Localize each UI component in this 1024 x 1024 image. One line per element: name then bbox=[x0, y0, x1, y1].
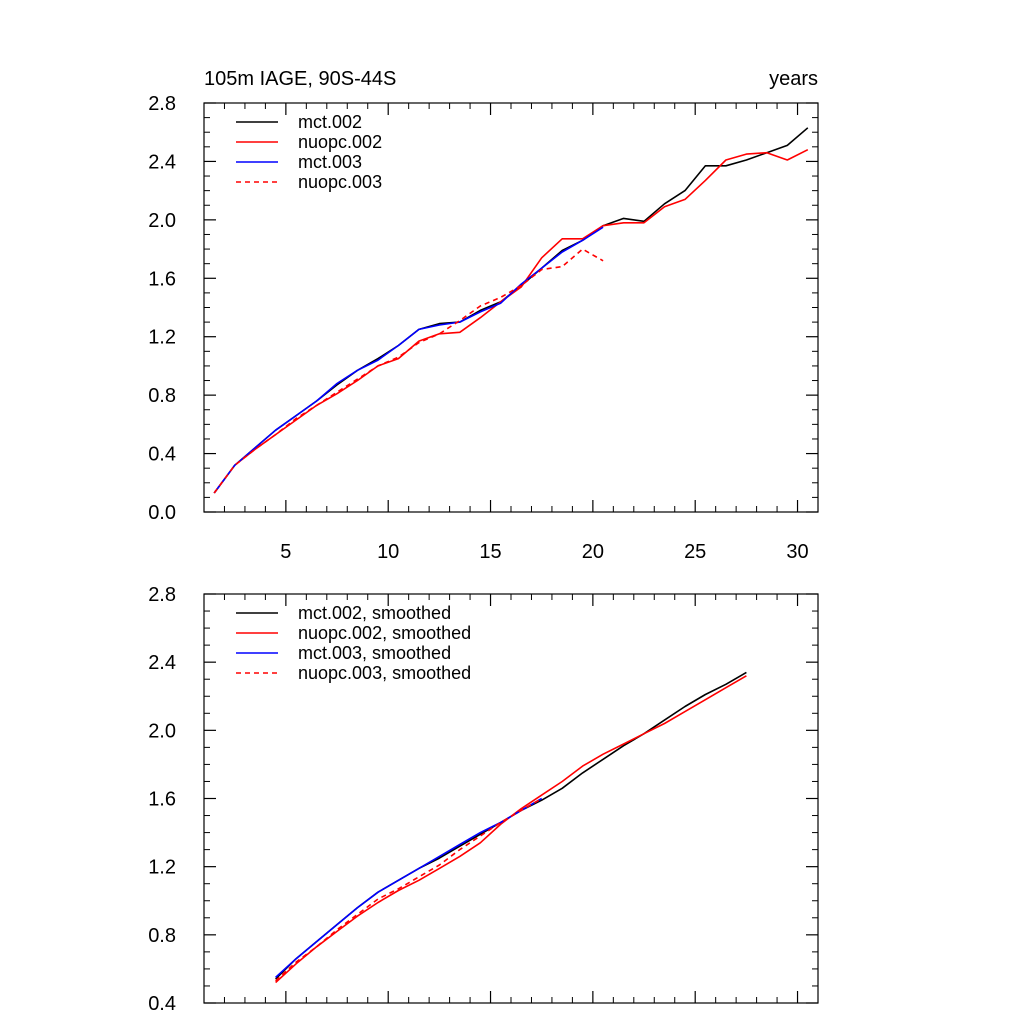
series-line-nuopc-003 bbox=[213, 248, 604, 494]
legend-label: nuopc.002 bbox=[298, 132, 382, 152]
legend-label: nuopc.002, smoothed bbox=[298, 623, 471, 643]
y-tick-label: 1.6 bbox=[148, 268, 176, 290]
x-tick-label: 10 bbox=[377, 541, 399, 563]
x-tick-label: 5 bbox=[280, 541, 291, 563]
y-tick-label: 1.2 bbox=[148, 327, 176, 349]
y-tick-label: 2.8 bbox=[148, 93, 176, 115]
y-tick-label: 2.8 bbox=[148, 584, 176, 606]
legend-label: nuopc.003, smoothed bbox=[298, 663, 471, 683]
series-line-mct-003-smoothed bbox=[275, 797, 543, 978]
x-tick-label: 25 bbox=[684, 541, 706, 563]
legend-label: mct.002, smoothed bbox=[298, 603, 451, 623]
y-tick-label: 2.0 bbox=[148, 210, 176, 232]
legend-label: mct.002 bbox=[298, 112, 362, 132]
top-panel: 5 10 15 20 25 30 0.0 0.4 0.8 1.2 1.6 2.0 2.4 2.8 105m … bbox=[148, 68, 819, 563]
chart-units: years bbox=[769, 68, 818, 90]
y-tick-label: 0.8 bbox=[148, 385, 176, 407]
plot-frame bbox=[203, 102, 819, 513]
x-tick-label: 30 bbox=[786, 541, 808, 563]
x-tick-label: 15 bbox=[479, 541, 501, 563]
plot-frame bbox=[203, 593, 819, 1004]
y-tick-label: 0.0 bbox=[148, 502, 176, 524]
y-tick-label: 0.4 bbox=[148, 444, 176, 466]
series-line-nuopc-002 bbox=[213, 148, 809, 494]
y-tick-label: 2.4 bbox=[148, 151, 176, 173]
y-tick-label: 0.8 bbox=[148, 925, 176, 947]
y-tick-label: 0.4 bbox=[148, 993, 176, 1015]
series-line-nuopc-002-smoothed bbox=[275, 675, 747, 984]
legend-label: mct.003 bbox=[298, 152, 362, 172]
series-line-mct-003 bbox=[213, 226, 604, 494]
y-tick-label: 2.0 bbox=[148, 720, 176, 742]
y-tick-label: 2.4 bbox=[148, 652, 176, 674]
y-tick-label: 1.6 bbox=[148, 789, 176, 811]
legend-label: mct.003, smoothed bbox=[298, 643, 451, 663]
chart-title: 105m IAGE, 90S-44S bbox=[204, 68, 396, 90]
x-tick-label: 20 bbox=[582, 541, 604, 563]
series-line-mct-002-smoothed bbox=[275, 671, 747, 980]
y-tick-label: 1.2 bbox=[148, 857, 176, 879]
series-line-nuopc-003-smoothed bbox=[275, 797, 543, 982]
legend-label: nuopc.003 bbox=[298, 172, 382, 192]
